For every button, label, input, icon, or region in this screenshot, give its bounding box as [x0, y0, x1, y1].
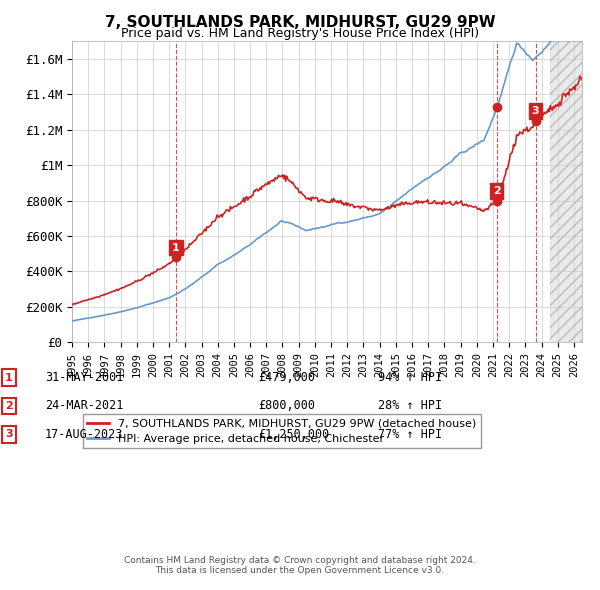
- Text: Price paid vs. HM Land Registry's House Price Index (HPI): Price paid vs. HM Land Registry's House …: [121, 27, 479, 40]
- Text: 3: 3: [532, 106, 539, 116]
- Text: 3: 3: [5, 430, 13, 439]
- Text: 1: 1: [5, 373, 13, 382]
- Text: 28% ↑ HPI: 28% ↑ HPI: [378, 399, 442, 412]
- Text: 17-AUG-2023: 17-AUG-2023: [45, 428, 124, 441]
- Text: 2: 2: [5, 401, 13, 411]
- Text: £479,000: £479,000: [258, 371, 315, 384]
- Text: 2: 2: [493, 186, 500, 196]
- Text: 24-MAR-2021: 24-MAR-2021: [45, 399, 124, 412]
- Text: Contains HM Land Registry data © Crown copyright and database right 2024.
This d: Contains HM Land Registry data © Crown c…: [124, 556, 476, 575]
- Text: 1: 1: [172, 242, 180, 253]
- Text: 7, SOUTHLANDS PARK, MIDHURST, GU29 9PW: 7, SOUTHLANDS PARK, MIDHURST, GU29 9PW: [104, 15, 496, 30]
- Text: £1,250,000: £1,250,000: [258, 428, 329, 441]
- Text: 77% ↑ HPI: 77% ↑ HPI: [378, 428, 442, 441]
- Legend: 7, SOUTHLANDS PARK, MIDHURST, GU29 9PW (detached house), HPI: Average price, det: 7, SOUTHLANDS PARK, MIDHURST, GU29 9PW (…: [83, 414, 481, 448]
- Bar: [550, 41, 582, 342]
- Bar: [550, 41, 582, 342]
- Text: £800,000: £800,000: [258, 399, 315, 412]
- Text: 94% ↑ HPI: 94% ↑ HPI: [378, 371, 442, 384]
- Text: 31-MAY-2001: 31-MAY-2001: [45, 371, 124, 384]
